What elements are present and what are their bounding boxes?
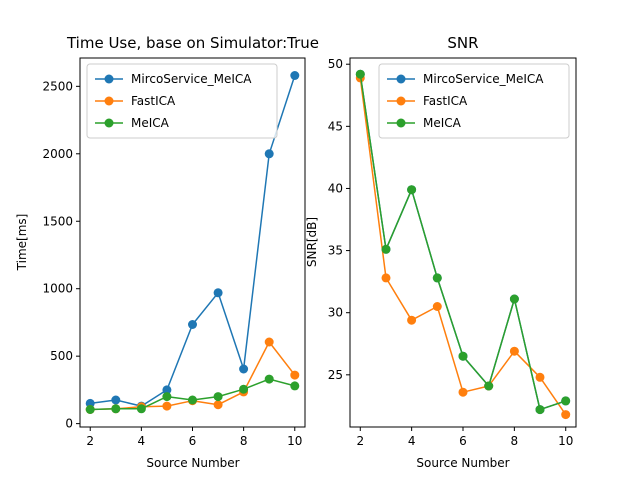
data-point <box>561 396 571 406</box>
data-point <box>111 395 121 405</box>
data-point <box>162 401 172 411</box>
x-tick-label: 6 <box>189 434 197 448</box>
series-0 <box>85 71 300 411</box>
y-tick-label: 500 <box>50 349 73 363</box>
data-point <box>136 404 146 414</box>
legend-label: MeICA <box>131 116 170 130</box>
legend-label: FastICA <box>423 94 468 108</box>
y-tick-label: 0 <box>65 417 73 431</box>
snr-chart-xlabel: Source Number <box>416 456 509 470</box>
data-point <box>264 149 274 159</box>
data-point <box>264 337 274 347</box>
y-tick-label: 35 <box>328 244 343 258</box>
x-tick-label: 2 <box>356 434 364 448</box>
y-tick-label: 1500 <box>42 214 73 228</box>
x-tick-label: 8 <box>240 434 248 448</box>
legend-label: MircoService_MeICA <box>131 72 252 86</box>
time-use-chart-title: Time Use, base on Simulator:True <box>66 34 319 52</box>
data-point <box>484 381 494 391</box>
x-tick-label: 4 <box>408 434 416 448</box>
legend-box <box>86 63 278 139</box>
data-point <box>458 351 468 361</box>
data-point <box>535 372 545 382</box>
data-point <box>85 405 95 414</box>
y-tick-label: 2500 <box>42 79 73 93</box>
snr-chart-series <box>355 69 571 420</box>
data-point <box>290 71 300 80</box>
series-2 <box>85 374 300 414</box>
y-tick-label: 25 <box>328 368 343 382</box>
legend-label: MircoService_MeICA <box>423 72 544 86</box>
data-point <box>213 392 223 402</box>
data-point <box>213 400 223 410</box>
data-point <box>188 395 197 405</box>
time-use-chart-legend: MircoService_MeICA FastICA MeICA <box>86 63 278 139</box>
data-point <box>509 346 519 356</box>
legend-label: FastICA <box>131 94 176 108</box>
data-point <box>290 381 300 391</box>
time-use-chart-xlabel: Source Number <box>146 456 239 470</box>
legend-swatch-marker <box>396 96 406 106</box>
y-tick-label: 40 <box>328 181 343 195</box>
snr-chart-legend: MircoService_MeICA FastICA MeICA <box>378 63 570 139</box>
time-use-chart-frame <box>79 57 306 428</box>
data-point <box>381 244 391 254</box>
legend-label: MeICA <box>423 116 462 130</box>
legend-swatch-marker <box>104 96 114 106</box>
snr-chart-ticks: 2 4 6 8 10 25 30 35 40 45 50 <box>328 57 574 448</box>
x-tick-label: 2 <box>86 434 94 448</box>
legend-swatch-marker <box>104 74 114 84</box>
data-point <box>407 185 417 195</box>
data-point <box>432 302 442 311</box>
data-point <box>239 364 249 374</box>
data-point <box>213 288 223 298</box>
y-tick-label: 1000 <box>42 282 73 296</box>
x-tick-label: 10 <box>287 434 302 448</box>
time-use-chart-ylabel: Time[ms] <box>15 214 29 272</box>
series-2 <box>355 69 571 415</box>
data-point <box>458 387 468 397</box>
data-point <box>535 405 545 415</box>
legend-swatch-marker <box>396 118 406 128</box>
data-point <box>407 315 417 325</box>
data-point <box>381 273 391 283</box>
x-tick-label: 10 <box>558 434 573 448</box>
data-point <box>264 374 274 384</box>
snr-chart: SNR Source Number SNR[dB] 2 4 6 8 10 25 30 35 40… <box>305 34 577 470</box>
data-point <box>188 320 197 329</box>
legend-swatch-marker <box>104 118 114 128</box>
data-point <box>509 294 519 304</box>
data-point <box>162 392 172 402</box>
data-point <box>561 410 571 420</box>
data-point <box>162 385 172 395</box>
time-use-chart: Time Use, base on Simulator:True Source … <box>15 34 319 470</box>
y-tick-label: 30 <box>328 306 343 320</box>
data-point <box>355 69 365 79</box>
time-use-chart-series <box>85 71 300 414</box>
y-tick-label: 2000 <box>42 147 73 161</box>
x-tick-label: 6 <box>459 434 467 448</box>
snr-chart-frame <box>349 57 577 428</box>
snr-chart-title: SNR <box>447 34 478 52</box>
data-point <box>239 384 249 394</box>
legend-swatch-marker <box>396 74 406 84</box>
legend-box <box>378 63 570 139</box>
y-tick-label: 45 <box>328 119 343 133</box>
time-use-chart-ticks: 2 4 6 8 10 0 500 1000 1500 2000 2500 <box>42 79 302 448</box>
data-point <box>432 273 442 283</box>
x-tick-label: 4 <box>138 434 146 448</box>
y-tick-label: 50 <box>328 57 343 71</box>
data-point <box>290 370 300 380</box>
snr-chart-ylabel: SNR[dB] <box>305 217 319 267</box>
x-tick-label: 8 <box>511 434 519 448</box>
data-point <box>111 404 121 414</box>
